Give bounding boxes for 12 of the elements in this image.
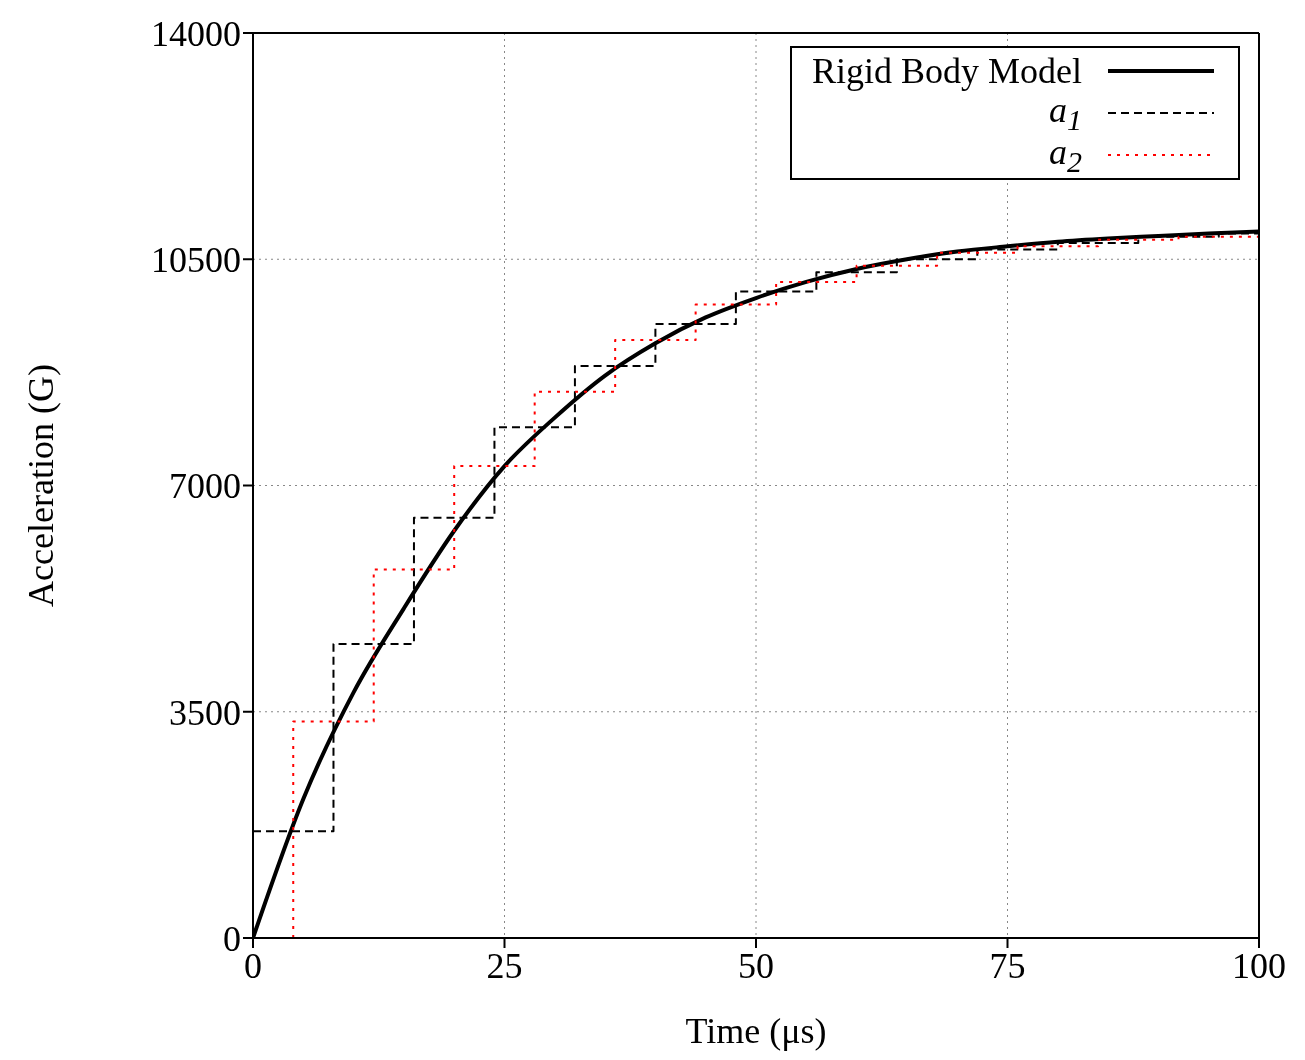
x-tick-label: 50	[738, 945, 774, 986]
y-tick-label: 3500	[169, 692, 241, 733]
x-axis-title: Time (μs)	[685, 1011, 827, 1051]
y-tick-label: 0	[223, 918, 241, 959]
y-tick-label: 10500	[151, 240, 241, 281]
y-axis-title: Acceleration (G)	[21, 364, 61, 607]
x-tick-label: 100	[1232, 945, 1286, 986]
legend-label: Rigid Body Model	[811, 50, 1082, 92]
y-tick-label: 14000	[151, 13, 241, 54]
y-tick-label: 7000	[169, 466, 241, 507]
x-tick-label: 25	[486, 945, 523, 986]
x-tick-label: 75	[989, 945, 1026, 986]
